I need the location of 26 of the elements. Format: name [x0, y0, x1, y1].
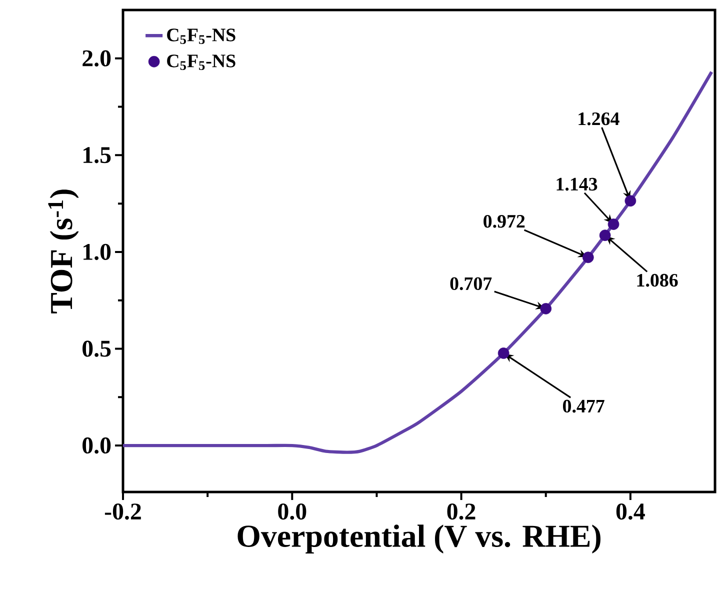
y-tick-label: 1.0	[84, 244, 111, 260]
legend-label: C$_{5}$F$_{5}$-NS	[167, 28, 236, 44]
point	[540, 303, 552, 314]
annotation: 1.264	[578, 112, 620, 126]
y-axis-title: TOF (s$^{-1}$)	[48, 190, 79, 314]
x-tick-label: 0.2	[447, 503, 476, 520]
annotation: 0.707	[450, 277, 492, 290]
x-tick-label: 0.4	[616, 503, 645, 520]
y-tick-label: 0.0	[82, 437, 111, 454]
x-tick-label: -0.2	[104, 503, 141, 520]
annotation: 0.477	[563, 400, 604, 413]
y-tick-label: 0.5	[82, 340, 111, 357]
x-axis-title: Overpotential (V vs. RHE)	[238, 524, 600, 554]
annotation: 1.086	[637, 274, 678, 287]
y-tick-label: 1.5	[84, 147, 111, 164]
line-series	[121, 70, 714, 454]
y-tick-label: 2.0	[82, 50, 111, 67]
point	[582, 252, 594, 264]
x-tick-label: 0.0	[278, 503, 306, 520]
point	[608, 218, 620, 230]
annotation: 0.972	[484, 214, 525, 228]
point	[498, 348, 510, 359]
annotation: 1.143	[556, 178, 598, 191]
point	[624, 195, 636, 207]
legend-label: C$_{5}$F$_{5}$-NS	[167, 54, 236, 70]
point	[599, 230, 611, 241]
